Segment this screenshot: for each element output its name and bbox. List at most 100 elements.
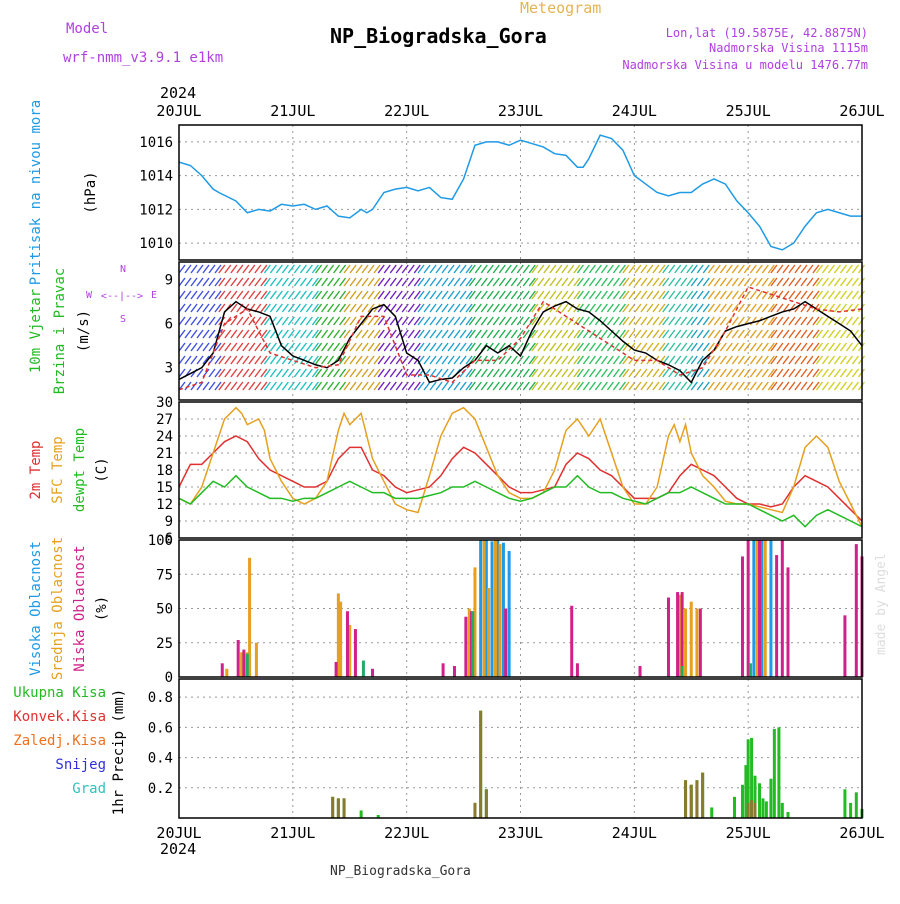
wind-barb-0 xyxy=(178,303,186,313)
wind-barb-6 xyxy=(417,342,425,352)
wind-barb-6 xyxy=(435,303,443,313)
wind-barb-11 xyxy=(662,368,670,378)
wind-barb-13 xyxy=(725,355,733,365)
wind-barb-6 xyxy=(429,264,437,274)
series-temperature-2m xyxy=(178,435,863,522)
wind-barb-6 xyxy=(447,355,455,365)
wind-barb-10 xyxy=(652,316,660,326)
wind-barb-5 xyxy=(395,355,403,365)
wind-barb-9 xyxy=(618,381,626,391)
wind-barb-7 xyxy=(516,303,524,313)
wind-barb-11 xyxy=(686,355,694,365)
wind-barb-1 xyxy=(242,316,250,326)
wind-barb-5 xyxy=(389,381,397,391)
wind-barb-8 xyxy=(567,290,575,300)
wind-barb-4 xyxy=(373,381,381,391)
wind-barb-2 xyxy=(305,342,313,352)
wind-barb-7 xyxy=(480,381,488,391)
wind-barb-7 xyxy=(486,368,494,378)
wind-barb-6 xyxy=(453,303,461,313)
wind-barb-9 xyxy=(612,303,620,313)
wind-barb-9 xyxy=(618,290,626,300)
wind-barb-6 xyxy=(429,355,437,365)
wind-barb-13 xyxy=(707,290,715,300)
wind-barb-4 xyxy=(367,342,375,352)
wind-barb-13 xyxy=(749,290,757,300)
wind-barb-4 xyxy=(361,329,369,339)
wind-barb-5 xyxy=(413,342,421,352)
wind-barb-2 xyxy=(281,303,289,313)
wind-barb-6 xyxy=(453,355,461,365)
wind-barb-10 xyxy=(622,277,630,287)
wind-barb-14 xyxy=(806,277,814,287)
wind-barb-7 xyxy=(468,329,476,339)
wind-barb-4 xyxy=(349,355,357,365)
wind-barb-8 xyxy=(573,342,581,352)
wind-barb-4 xyxy=(355,329,363,339)
wind-barb-10 xyxy=(622,303,630,313)
wind-barb-15 xyxy=(827,329,836,339)
wind-barb-7 xyxy=(492,316,500,326)
wind-barb-9 xyxy=(576,342,584,352)
wind-barb-4 xyxy=(343,381,351,391)
wind-barb-8 xyxy=(573,381,581,391)
wind-barb-7 xyxy=(528,368,536,378)
wind-barb-13 xyxy=(731,290,739,300)
wind-barb-7 xyxy=(504,368,512,378)
wind-barb-4 xyxy=(373,355,381,365)
wind-barb-11 xyxy=(680,303,688,313)
wind-barb-13 xyxy=(713,316,721,326)
wind-barb-8 xyxy=(561,290,569,300)
wind-barb-11 xyxy=(680,342,688,352)
wind-barb-10 xyxy=(652,381,660,391)
wind-barb-13 xyxy=(761,264,769,274)
wind-barb-7 xyxy=(528,290,536,300)
wind-barb-2 xyxy=(281,264,289,274)
wind-barb-9 xyxy=(612,264,620,274)
wind-barb-3 xyxy=(321,329,329,339)
wind-barb-13 xyxy=(749,316,757,326)
wind-barb-8 xyxy=(555,316,563,326)
wind-barb-10 xyxy=(622,264,630,274)
wind-barb-13 xyxy=(731,264,739,274)
wind-barb-8 xyxy=(567,381,575,391)
wind-barb-13 xyxy=(713,368,721,378)
wind-barb-3 xyxy=(315,303,323,313)
y-tick-cloud-3: 75 xyxy=(156,567,173,583)
wind-barb-14 xyxy=(812,342,820,352)
wind-barb-9 xyxy=(618,355,626,365)
wind-barb-15 xyxy=(827,355,836,365)
wind-barb-2 xyxy=(305,316,313,326)
wind-barb-8 xyxy=(531,277,539,287)
wind-barb-10 xyxy=(640,368,648,378)
bar-cloud-low xyxy=(676,592,680,677)
wind-barb-5 xyxy=(383,277,391,287)
wind-barb-13 xyxy=(719,381,727,391)
wind-barb-13 xyxy=(719,264,727,274)
wind-barb-5 xyxy=(377,329,385,339)
wind-barb-4 xyxy=(367,355,375,365)
wind-barb-6 xyxy=(441,277,449,287)
wind-barb-10 xyxy=(652,329,660,339)
series-pressure-0 xyxy=(178,134,862,251)
wind-barb-5 xyxy=(377,355,385,365)
bar-cloud-low xyxy=(371,668,375,677)
wind-barb-8 xyxy=(567,316,575,326)
x-tick-bottom-0: 20JUL xyxy=(156,824,201,842)
wind-barb-14 xyxy=(788,342,796,352)
y-tick-precip-1: 0.4 xyxy=(148,751,173,767)
wind-barb-8 xyxy=(555,264,563,274)
wind-barb-15 xyxy=(845,316,854,326)
wind-barb-4 xyxy=(373,368,381,378)
wind-barb-13 xyxy=(707,355,715,365)
wind-barb-9 xyxy=(576,303,584,313)
wind-barb-2 xyxy=(293,355,301,365)
wind-barb-6 xyxy=(417,277,425,287)
wind-barb-3 xyxy=(327,277,335,287)
wind-barb-5 xyxy=(401,381,409,391)
wind-barb-2 xyxy=(281,355,289,365)
wind-barb-8 xyxy=(573,368,581,378)
wind-barb-5 xyxy=(407,290,415,300)
wind-barb-13 xyxy=(731,342,739,352)
wind-barb-14 xyxy=(770,303,778,313)
